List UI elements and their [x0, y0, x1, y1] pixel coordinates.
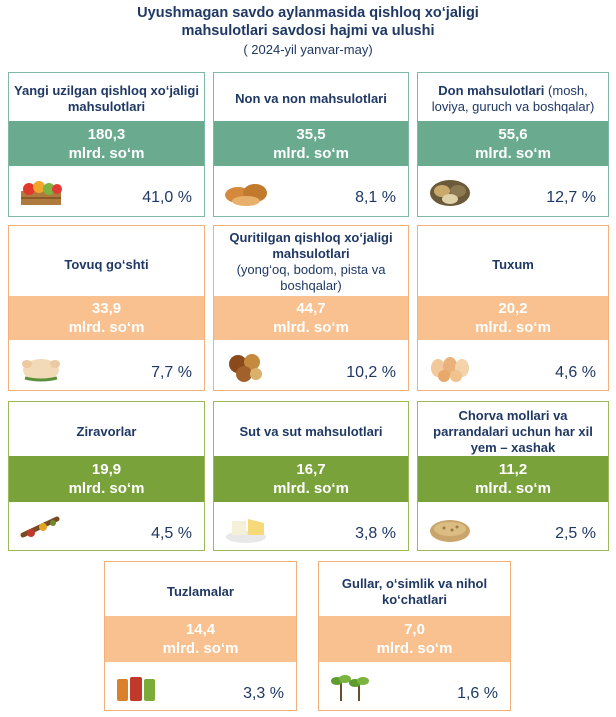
- infographic-header: Uyushmagan savdo aylanmasida qishloq xo‘…: [0, 4, 616, 58]
- value: 44,7: [296, 300, 326, 317]
- value-band: 35,5 mlrd. so‘m: [214, 121, 408, 166]
- unit: mlrd. so‘m: [68, 144, 145, 162]
- value: 35,5: [296, 125, 326, 143]
- card-label: Ziravorlar: [76, 424, 137, 439]
- share-percent: 3,3 %: [243, 685, 284, 702]
- chicken-icon: [22, 359, 60, 382]
- card-label: Sut va sut mahsulotlari: [239, 424, 383, 439]
- unit: mlrd. so‘m: [475, 144, 551, 162]
- value: 33,9: [91, 300, 122, 317]
- unit: mlrd. so‘m: [273, 480, 349, 497]
- card-spices: Ziravorlar 19,9 mlrd. so‘m 4,5 %: [8, 401, 205, 551]
- value: 55,6: [498, 125, 528, 143]
- share-percent: 4,6 %: [555, 364, 596, 381]
- share-percent: 10,2 %: [346, 364, 396, 381]
- card-eggs: Tuxum 20,2 mlrd. so‘m 4,6 %: [417, 225, 609, 391]
- unit: mlrd. so‘m: [475, 319, 551, 336]
- card-fresh-produce: Yangi uzilgan qishloq xo‘jaligi mahsulot…: [8, 72, 205, 217]
- nuts-icon: [229, 354, 262, 382]
- share-percent: 41,0 %: [142, 189, 192, 206]
- card-label: Gullar, o‘simlik va nihol ko‘chatlari: [341, 576, 488, 607]
- dairy-icon: [226, 519, 266, 543]
- value: 16,7: [296, 461, 326, 478]
- unit: mlrd. so‘m: [273, 144, 349, 162]
- share-percent: 1,6 %: [457, 685, 498, 702]
- unit: mlrd. so‘m: [162, 640, 239, 657]
- fruit-crate-icon: [21, 181, 62, 205]
- value-band: 14,4 mlrd. so‘m: [105, 616, 296, 662]
- share-percent: 12,7 %: [546, 189, 596, 206]
- value-band: 180,3 mlrd. so‘m: [9, 121, 204, 166]
- unit: mlrd. so‘m: [68, 319, 145, 336]
- unit: mlrd. so‘m: [68, 480, 145, 497]
- card-label: Non va non mahsulotlari: [235, 91, 387, 106]
- grain-icon: [430, 180, 470, 206]
- share-percent: 7,7 %: [151, 364, 192, 381]
- value: 11,2: [498, 461, 528, 478]
- spices-icon: [20, 516, 60, 538]
- value-band: 19,9 mlrd. so‘m: [9, 456, 204, 502]
- card-feed: Chorva mollari va parrandalari uchun har…: [417, 401, 609, 551]
- card-label: Quritilgan qishloq xo‘jaligi mahsulotlar…: [229, 230, 393, 293]
- card-label: Tovuq go‘shti: [64, 257, 149, 272]
- unit: mlrd. so‘m: [273, 319, 349, 336]
- pickles-icon: [117, 677, 155, 701]
- value-band: 16,7 mlrd. so‘m: [214, 456, 408, 502]
- card-grains: Don mahsulotlari (mosh, loviya, guruch v…: [417, 72, 609, 217]
- value: 19,9: [91, 461, 122, 478]
- value-band: 20,2 mlrd. so‘m: [418, 296, 608, 340]
- eggs-icon: [431, 357, 469, 382]
- value-band: 7,0 mlrd. so‘m: [319, 616, 510, 662]
- card-label: Yangi uzilgan qishloq xo‘jaligi mahsulot…: [14, 83, 199, 114]
- card-plants: Gullar, o‘simlik va nihol ko‘chatlari 7,…: [318, 561, 511, 711]
- share-percent: 4,5 %: [151, 525, 192, 542]
- card-label: Tuzlamalar: [167, 584, 234, 599]
- card-pickles: Tuzlamalar 14,4 mlrd. so‘m 3,3 %: [104, 561, 297, 711]
- period-subtitle: ( 2024-yil yanvar-may): [243, 42, 373, 57]
- title-line-2: mahsulotlari savdosi hajmi va ulushi: [181, 23, 435, 39]
- card-label: Chorva mollari va parrandalari uchun har…: [433, 408, 593, 455]
- card-label: Tuxum: [492, 257, 534, 272]
- bread-icon: [225, 184, 267, 206]
- seedlings-icon: [331, 675, 369, 701]
- feed-icon: [430, 520, 470, 542]
- share-percent: 8,1 %: [355, 189, 396, 206]
- value: 14,4: [185, 621, 216, 638]
- unit: mlrd. so‘m: [376, 640, 453, 657]
- value: 180,3: [87, 125, 126, 143]
- value: 20,2: [498, 300, 528, 317]
- value: 7,0: [404, 621, 425, 638]
- value-band: 44,7 mlrd. so‘m: [214, 296, 408, 340]
- card-bread: Non va non mahsulotlari 35,5 mlrd. so‘m …: [213, 72, 409, 217]
- share-percent: 3,8 %: [355, 525, 396, 542]
- unit: mlrd. so‘m: [475, 480, 551, 497]
- share-percent: 2,5 %: [555, 525, 596, 542]
- value-band: 33,9 mlrd. so‘m: [9, 296, 204, 340]
- card-label: Don mahsulotlari (mosh, loviya, guruch v…: [431, 83, 595, 114]
- title-line-1: Uyushmagan savdo aylanmasida qishloq xo‘…: [137, 5, 479, 21]
- card-dairy: Sut va sut mahsulotlari 16,7 mlrd. so‘m …: [213, 401, 409, 551]
- value-band: 55,6 mlrd. so‘m: [418, 121, 608, 166]
- card-chicken: Tovuq go‘shti 33,9 mlrd. so‘m 7,7 %: [8, 225, 205, 391]
- card-dried-products: Quritilgan qishloq xo‘jaligi mahsulotlar…: [213, 225, 409, 391]
- value-band: 11,2 mlrd. so‘m: [418, 456, 608, 502]
